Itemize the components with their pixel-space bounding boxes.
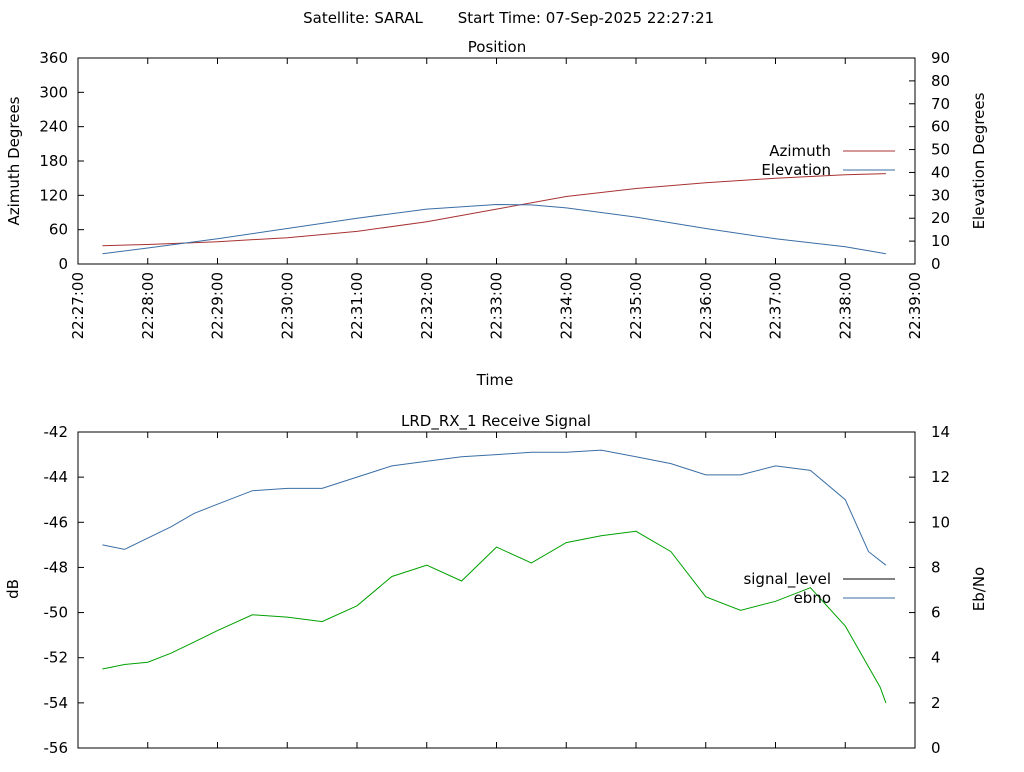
position-legend-Elevation-label: Elevation — [761, 161, 831, 179]
position-x-tick-label: 22:39:00 — [906, 272, 924, 339]
position-y-tick-label: 0 — [58, 255, 68, 273]
signal-legend-signal-level-label: signal_level — [743, 570, 831, 589]
signal-chart-title: LRD_RX_1 Receive Signal — [401, 412, 591, 431]
position-y2-tick-label: 0 — [931, 255, 941, 273]
position-y-tick-label: 300 — [39, 83, 68, 101]
position-x-tick-label: 22:38:00 — [836, 272, 854, 339]
position-x-tick-label: 22:32:00 — [418, 272, 436, 339]
position-y2-tick-label: 40 — [931, 163, 950, 181]
position-x-tick-label: 22:36:00 — [697, 272, 715, 339]
position-y-tick-label: 360 — [39, 49, 68, 67]
position-y-tick-label: 240 — [39, 118, 68, 136]
position-y-tick-label: 120 — [39, 186, 68, 204]
signal-y-tick-label: -46 — [44, 513, 69, 531]
position-y2-tick-label: 60 — [931, 118, 950, 136]
signal-y2-tick-label: 6 — [931, 604, 941, 622]
db-axis-label: dB — [4, 579, 22, 599]
elevation-axis-label: Elevation Degrees — [970, 92, 988, 229]
position-x-tick-label: 22:35:00 — [627, 272, 645, 339]
position-legend-Azimuth-label: Azimuth — [769, 142, 831, 160]
position-y-tick-label: 180 — [39, 152, 68, 170]
signal-series-ebno-line — [102, 449, 887, 566]
signal-y2-tick-label: 10 — [931, 513, 950, 531]
ebno-axis-label: Eb/No — [970, 567, 988, 611]
position-y2-tick-label: 20 — [931, 209, 950, 227]
signal-y-tick-label: -54 — [44, 694, 69, 712]
signal-y-tick-label: -42 — [44, 423, 69, 441]
position-x-tick-label: 22:37:00 — [767, 272, 785, 339]
position-y2-tick-label: 30 — [931, 186, 950, 204]
satellite-header: Satellite: SARAL — [303, 9, 423, 27]
position-x-tick-label: 22:28:00 — [139, 272, 157, 339]
signal-y-tick-label: -50 — [44, 604, 69, 622]
position-x-tick-label: 22:29:00 — [209, 272, 227, 339]
position-x-tick-label: 22:33:00 — [488, 272, 506, 339]
signal-plot-frame — [77, 431, 916, 749]
position-y2-tick-label: 90 — [931, 49, 950, 67]
position-y2-tick-label: 80 — [931, 72, 950, 90]
start-time-header: Start Time: 07-Sep-2025 22:27:21 — [458, 9, 714, 27]
position-y-tick-label: 60 — [49, 221, 68, 239]
position-series-Azimuth-line — [102, 173, 886, 247]
position-series-Elevation-line — [102, 203, 886, 255]
position-y2-tick-label: 10 — [931, 232, 950, 250]
signal-y-tick-label: -48 — [44, 558, 69, 576]
signal-y2-tick-label: 0 — [931, 739, 941, 757]
signal-y2-tick-label: 8 — [931, 558, 941, 576]
azimuth-axis-label: Azimuth Degrees — [5, 96, 23, 225]
signal-y-tick-label: -56 — [44, 739, 69, 757]
position-y2-tick-label: 70 — [931, 95, 950, 113]
signal-y2-tick-label: 12 — [931, 468, 950, 486]
position-x-tick-label: 22:34:00 — [557, 272, 575, 339]
position-x-tick-label: 22:27:00 — [69, 272, 87, 339]
position-x-tick-label: 22:30:00 — [278, 272, 296, 339]
signal-series-signal-level-line — [102, 530, 887, 704]
position-y2-tick-label: 50 — [931, 141, 950, 159]
signal-legend-ebno-label: ebno — [794, 589, 831, 607]
signal-y2-tick-label: 14 — [931, 423, 950, 441]
signal-y2-tick-label: 2 — [931, 694, 941, 712]
signal-y2-tick-label: 4 — [931, 649, 941, 667]
signal-y-tick-label: -44 — [44, 468, 69, 486]
signal-y-tick-label: -52 — [44, 649, 69, 667]
position-chart-title: Position — [468, 38, 526, 56]
position-x-tick-label: 22:31:00 — [348, 272, 366, 339]
position-x-axis-label: Time — [476, 371, 514, 389]
